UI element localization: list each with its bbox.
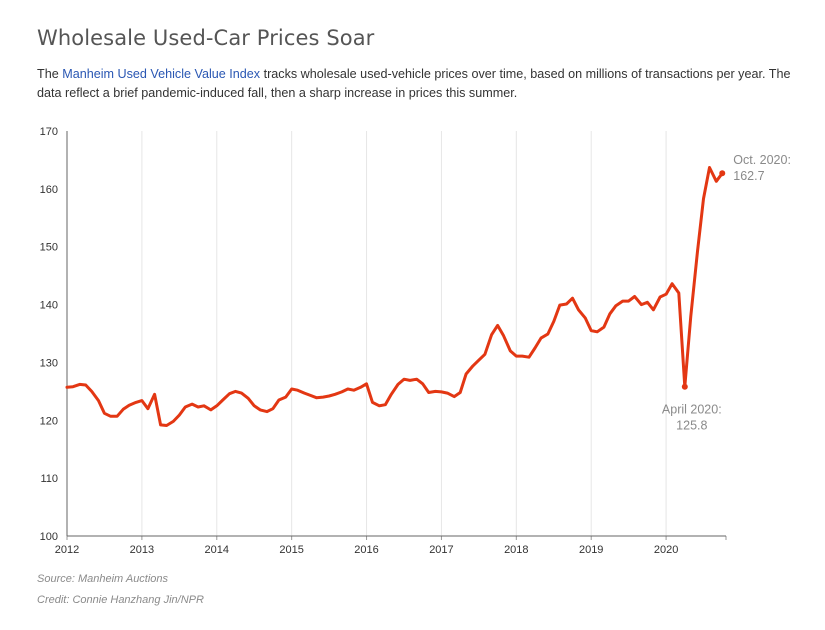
x-tick-label: 2017 bbox=[429, 544, 453, 556]
x-tick-label: 2012 bbox=[55, 544, 79, 556]
description-body: tracks wholesale used-vehicle prices ove… bbox=[37, 67, 791, 100]
x-tick-label: 2016 bbox=[354, 544, 378, 556]
y-tick-label: 170 bbox=[40, 126, 58, 138]
x-tick-label: 2015 bbox=[279, 544, 303, 556]
y-tick-label: 100 bbox=[40, 531, 58, 543]
annotations: Oct. 2020: 162.7 April 2020: 125.8 bbox=[662, 153, 791, 432]
description-intro: The bbox=[37, 67, 63, 81]
x-tick-label: 2020 bbox=[654, 544, 678, 556]
credit-note: Credit: Connie Hanzhang Jin/NPR bbox=[37, 594, 204, 606]
x-axis: 2012 2013 2014 2015 2016 2017 2018 2019 2020 bbox=[55, 535, 727, 556]
x-tick-label: 2019 bbox=[579, 544, 603, 556]
y-tick-label: 150 bbox=[40, 242, 58, 254]
x-tick-label: 2018 bbox=[504, 544, 528, 556]
annotation-value: 162.7 bbox=[733, 169, 764, 183]
chart-description: The Manheim Used Vehicle Value Index tra… bbox=[37, 65, 797, 103]
annotation-point bbox=[681, 383, 688, 390]
y-tick-label: 140 bbox=[40, 300, 58, 312]
manheim-index-link[interactable]: Manheim Used Vehicle Value Index bbox=[62, 67, 261, 81]
price-index-line bbox=[65, 166, 724, 427]
x-tick-label: 2014 bbox=[205, 544, 229, 556]
y-axis: 100 110 120 130 140 150 160 170 bbox=[40, 126, 68, 543]
y-tick-label: 120 bbox=[40, 415, 58, 427]
x-tick-label: 2013 bbox=[130, 544, 154, 556]
annotation-point bbox=[719, 170, 726, 177]
y-tick-label: 130 bbox=[40, 357, 58, 369]
annotation-label: Oct. 2020: bbox=[733, 153, 791, 167]
source-note: Source: Manheim Auctions bbox=[37, 573, 169, 585]
annotation-value: 125.8 bbox=[676, 419, 707, 433]
annotation-label: April 2020: bbox=[662, 403, 722, 417]
vertical-gridlines bbox=[141, 131, 667, 536]
y-tick-label: 110 bbox=[40, 473, 58, 485]
series-layer bbox=[65, 166, 724, 427]
y-tick-label: 160 bbox=[40, 184, 58, 196]
chart-title: Wholesale Used-Car Prices Soar bbox=[37, 26, 375, 50]
